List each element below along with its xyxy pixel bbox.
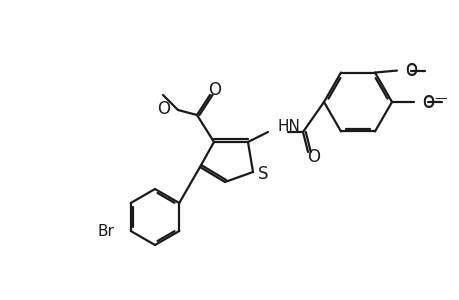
Text: O: O — [208, 81, 221, 99]
Text: Br: Br — [98, 224, 114, 238]
Text: S: S — [257, 165, 268, 183]
Text: O: O — [307, 148, 320, 166]
Text: O: O — [421, 94, 433, 110]
Text: HN: HN — [277, 118, 300, 134]
Text: O: O — [421, 95, 433, 110]
Text: O: O — [157, 100, 170, 118]
Text: O: O — [404, 64, 416, 79]
Text: —: — — [433, 92, 446, 106]
Text: O: O — [404, 63, 416, 78]
